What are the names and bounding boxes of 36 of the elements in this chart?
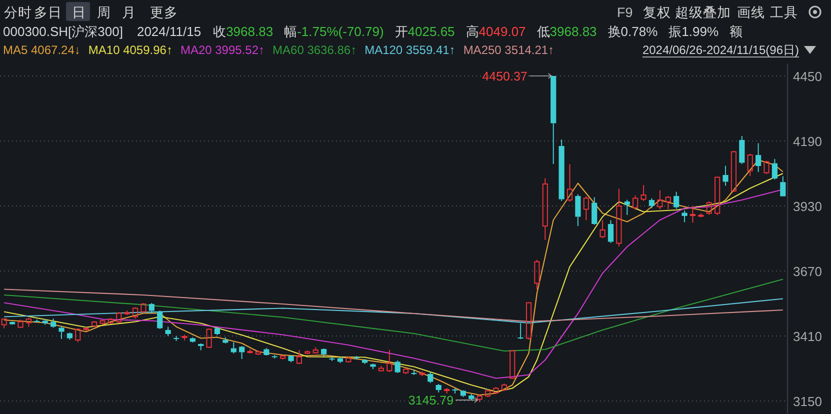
text: 2024/06/26-2024/11/15(96日) (642, 43, 800, 57)
annotation: 3145.79 (408, 394, 454, 408)
text: MA60 3636.86↑ (272, 43, 357, 57)
text: MA250 3514.21↑ (463, 43, 554, 57)
y-tick-label: 3670 (793, 264, 822, 279)
text: MA20 3995.52↑ (180, 43, 265, 57)
text: MA120 3559.41↑ (364, 43, 456, 57)
chart-title: 000300.SH[沪深300] (3, 24, 123, 39)
text: 额 (730, 24, 743, 39)
text: 振1.99% (668, 24, 719, 39)
y-tick-label: 4190 (793, 134, 822, 149)
text: 超级叠加 (675, 5, 731, 20)
y-tick-label: 3930 (793, 199, 822, 214)
text: F9 (617, 5, 633, 20)
text: 收3968.83 (213, 24, 274, 39)
text: 周 (97, 5, 111, 20)
text: 画线 (737, 5, 765, 20)
chart-subtitle: 2024/11/15 (136, 24, 202, 39)
text: 幅-1.75%(-70.79) (284, 24, 384, 39)
y-tick-label: 4450 (793, 69, 822, 84)
text: MA10 4059.96↑ (88, 43, 172, 57)
text: 多日 (34, 5, 62, 20)
text: 开4025.65 (394, 24, 455, 39)
text: 更多 (150, 5, 178, 20)
text: 复权 (643, 5, 671, 20)
y-tick-label: 3410 (793, 329, 822, 344)
text: 工具 (770, 5, 798, 20)
text: 日 (72, 5, 86, 20)
text: MA5 4067.24↓ (3, 43, 80, 57)
text: 换0.78% (608, 24, 658, 39)
text: 分时 (4, 5, 32, 20)
y-tick-label: 3150 (793, 394, 822, 409)
text: 低3968.83 (536, 24, 597, 39)
text: 月 (122, 5, 136, 20)
text: 高4049.07 (466, 24, 526, 39)
annotation: 4450.37 (482, 69, 528, 84)
